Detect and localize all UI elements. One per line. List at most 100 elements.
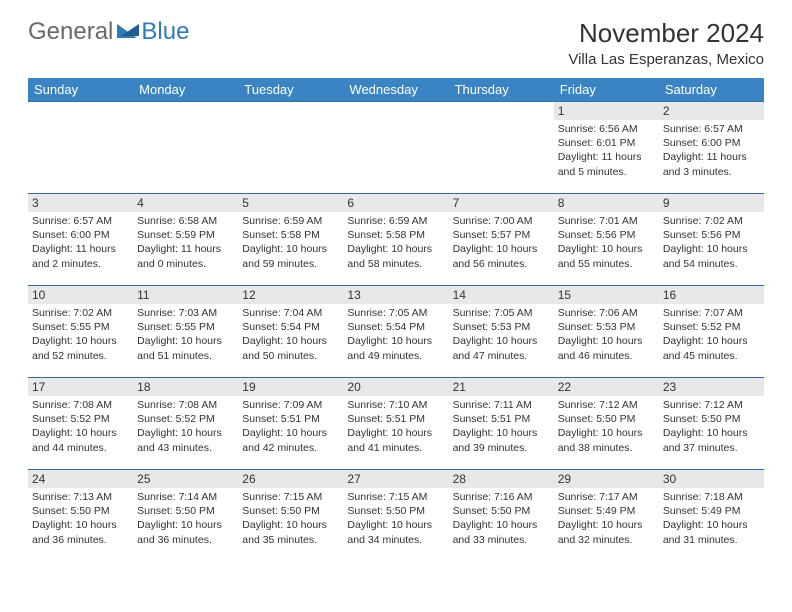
day-details: Sunrise: 7:02 AMSunset: 5:56 PMDaylight:… [659,212,764,275]
day-number: 18 [133,378,238,396]
sunset-text: Sunset: 5:51 PM [242,412,339,426]
day-details: Sunrise: 7:18 AMSunset: 5:49 PMDaylight:… [659,488,764,551]
daylight-line2: and 3 minutes. [663,165,760,179]
sunrise-text: Sunrise: 7:07 AM [663,306,760,320]
day-details: Sunrise: 7:13 AMSunset: 5:50 PMDaylight:… [28,488,133,551]
day-number: 28 [449,470,554,488]
calendar-week: 3Sunrise: 6:57 AMSunset: 6:00 PMDaylight… [28,194,764,286]
day-details: Sunrise: 6:59 AMSunset: 5:58 PMDaylight:… [343,212,448,275]
calendar-body: 1Sunrise: 6:56 AMSunset: 6:01 PMDaylight… [28,102,764,562]
calendar-day: 15Sunrise: 7:06 AMSunset: 5:53 PMDayligh… [554,286,659,378]
day-number: 6 [343,194,448,212]
daylight-line2: and 0 minutes. [137,257,234,271]
sunrise-text: Sunrise: 7:11 AM [453,398,550,412]
calendar-day: 11Sunrise: 7:03 AMSunset: 5:55 PMDayligh… [133,286,238,378]
day-number: 17 [28,378,133,396]
calendar-day: 22Sunrise: 7:12 AMSunset: 5:50 PMDayligh… [554,378,659,470]
day-details: Sunrise: 6:59 AMSunset: 5:58 PMDaylight:… [238,212,343,275]
day-number: 22 [554,378,659,396]
calendar-day: 30Sunrise: 7:18 AMSunset: 5:49 PMDayligh… [659,470,764,562]
day-number: 4 [133,194,238,212]
day-details: Sunrise: 7:12 AMSunset: 5:50 PMDaylight:… [554,396,659,459]
day-details: Sunrise: 6:57 AMSunset: 6:00 PMDaylight:… [659,120,764,183]
daylight-line2: and 42 minutes. [242,441,339,455]
calendar-day: 26Sunrise: 7:15 AMSunset: 5:50 PMDayligh… [238,470,343,562]
calendar-day: 7Sunrise: 7:00 AMSunset: 5:57 PMDaylight… [449,194,554,286]
sunset-text: Sunset: 5:59 PM [137,228,234,242]
daylight-line1: Daylight: 10 hours [558,334,655,348]
day-details: Sunrise: 7:05 AMSunset: 5:54 PMDaylight:… [343,304,448,367]
sunrise-text: Sunrise: 6:58 AM [137,214,234,228]
daylight-line1: Daylight: 10 hours [242,242,339,256]
calendar-week: 24Sunrise: 7:13 AMSunset: 5:50 PMDayligh… [28,470,764,562]
daylight-line1: Daylight: 10 hours [347,426,444,440]
day-number: 19 [238,378,343,396]
calendar-day: 27Sunrise: 7:15 AMSunset: 5:50 PMDayligh… [343,470,448,562]
sunset-text: Sunset: 5:51 PM [453,412,550,426]
day-details: Sunrise: 7:08 AMSunset: 5:52 PMDaylight:… [133,396,238,459]
sunset-text: Sunset: 5:54 PM [242,320,339,334]
sunrise-text: Sunrise: 7:04 AM [242,306,339,320]
calendar-day: 23Sunrise: 7:12 AMSunset: 5:50 PMDayligh… [659,378,764,470]
weekday-header: Friday [554,78,659,102]
calendar-day: 29Sunrise: 7:17 AMSunset: 5:49 PMDayligh… [554,470,659,562]
logo-text-blue: Blue [141,18,189,46]
day-number: 14 [449,286,554,304]
daylight-line1: Daylight: 10 hours [137,426,234,440]
day-details: Sunrise: 7:11 AMSunset: 5:51 PMDaylight:… [449,396,554,459]
sunrise-text: Sunrise: 7:02 AM [32,306,129,320]
daylight-line2: and 41 minutes. [347,441,444,455]
daylight-line2: and 35 minutes. [242,533,339,547]
day-details: Sunrise: 6:57 AMSunset: 6:00 PMDaylight:… [28,212,133,275]
daylight-line2: and 36 minutes. [32,533,129,547]
daylight-line2: and 46 minutes. [558,349,655,363]
sunrise-text: Sunrise: 7:16 AM [453,490,550,504]
logo-triangle-icon [117,20,141,38]
day-number: 20 [343,378,448,396]
daylight-line2: and 56 minutes. [453,257,550,271]
daylight-line1: Daylight: 10 hours [347,334,444,348]
daylight-line1: Daylight: 10 hours [32,518,129,532]
day-number: 24 [28,470,133,488]
day-details: Sunrise: 7:15 AMSunset: 5:50 PMDaylight:… [343,488,448,551]
daylight-line2: and 54 minutes. [663,257,760,271]
day-details: Sunrise: 7:10 AMSunset: 5:51 PMDaylight:… [343,396,448,459]
day-number: 30 [659,470,764,488]
day-details: Sunrise: 7:15 AMSunset: 5:50 PMDaylight:… [238,488,343,551]
calendar-day: 25Sunrise: 7:14 AMSunset: 5:50 PMDayligh… [133,470,238,562]
sunrise-text: Sunrise: 7:02 AM [663,214,760,228]
calendar-page: General Blue November 2024 Villa Las Esp… [0,0,792,572]
day-details: Sunrise: 7:08 AMSunset: 5:52 PMDaylight:… [28,396,133,459]
sunset-text: Sunset: 5:49 PM [558,504,655,518]
day-details: Sunrise: 7:14 AMSunset: 5:50 PMDaylight:… [133,488,238,551]
day-number: 7 [449,194,554,212]
daylight-line1: Daylight: 10 hours [242,518,339,532]
sunset-text: Sunset: 5:50 PM [347,504,444,518]
weekday-header: Monday [133,78,238,102]
sunset-text: Sunset: 5:58 PM [242,228,339,242]
daylight-line2: and 44 minutes. [32,441,129,455]
daylight-line2: and 36 minutes. [137,533,234,547]
daylight-line1: Daylight: 10 hours [137,518,234,532]
sunset-text: Sunset: 5:53 PM [453,320,550,334]
daylight-line1: Daylight: 11 hours [558,150,655,164]
sunset-text: Sunset: 5:50 PM [453,504,550,518]
daylight-line1: Daylight: 10 hours [663,426,760,440]
daylight-line1: Daylight: 10 hours [32,334,129,348]
sunrise-text: Sunrise: 6:57 AM [663,122,760,136]
daylight-line1: Daylight: 10 hours [558,426,655,440]
calendar-day: 21Sunrise: 7:11 AMSunset: 5:51 PMDayligh… [449,378,554,470]
sunset-text: Sunset: 6:00 PM [663,136,760,150]
sunset-text: Sunset: 5:52 PM [137,412,234,426]
calendar-day-empty [449,102,554,194]
sunset-text: Sunset: 5:50 PM [242,504,339,518]
daylight-line1: Daylight: 10 hours [137,334,234,348]
day-details: Sunrise: 7:02 AMSunset: 5:55 PMDaylight:… [28,304,133,367]
sunset-text: Sunset: 5:57 PM [453,228,550,242]
sunrise-text: Sunrise: 7:09 AM [242,398,339,412]
calendar-week: 10Sunrise: 7:02 AMSunset: 5:55 PMDayligh… [28,286,764,378]
day-details: Sunrise: 6:56 AMSunset: 6:01 PMDaylight:… [554,120,659,183]
sunrise-text: Sunrise: 7:15 AM [242,490,339,504]
sunset-text: Sunset: 5:51 PM [347,412,444,426]
logo: General Blue [28,18,189,46]
